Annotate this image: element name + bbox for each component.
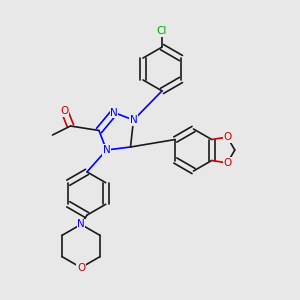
Text: O: O (223, 132, 231, 142)
Text: O: O (60, 106, 69, 116)
Text: O: O (77, 262, 85, 273)
Text: N: N (110, 107, 118, 118)
Text: O: O (223, 158, 231, 168)
Text: N: N (130, 115, 137, 125)
Text: Cl: Cl (157, 26, 167, 37)
Text: N: N (103, 145, 110, 155)
Text: N: N (77, 219, 85, 230)
